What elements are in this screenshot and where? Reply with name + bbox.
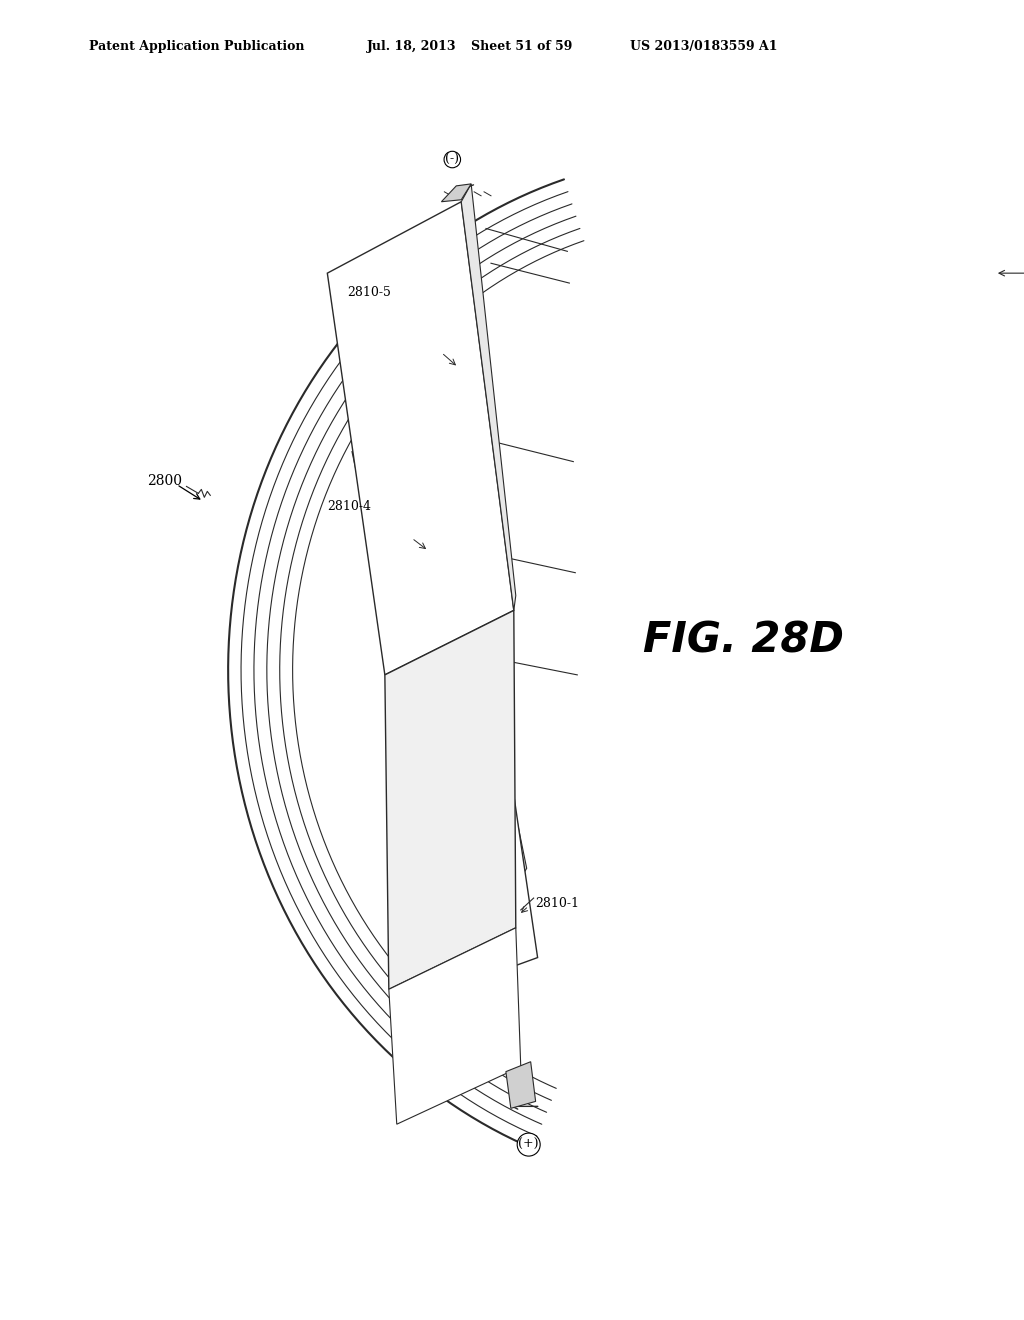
Text: 2800: 2800 — [146, 474, 182, 488]
Text: 2810-3: 2810-3 — [417, 684, 461, 696]
Polygon shape — [431, 397, 498, 700]
Text: (-): (-) — [445, 153, 460, 166]
Polygon shape — [385, 610, 516, 989]
Polygon shape — [441, 645, 521, 890]
Polygon shape — [396, 546, 504, 810]
Text: (+): (+) — [518, 1138, 539, 1151]
Text: US 2013/0183559 A1: US 2013/0183559 A1 — [630, 40, 777, 53]
Text: Patent Application Publication: Patent Application Publication — [89, 40, 305, 53]
Polygon shape — [352, 411, 490, 742]
Polygon shape — [473, 635, 526, 878]
Polygon shape — [480, 727, 538, 965]
Text: Jul. 18, 2013: Jul. 18, 2013 — [367, 40, 457, 53]
Text: Sheet 51 of 59: Sheet 51 of 59 — [471, 40, 572, 53]
Text: FIG. 28D: FIG. 28D — [643, 619, 845, 661]
Text: 2810-5: 2810-5 — [347, 286, 391, 300]
Text: 2810-4: 2810-4 — [328, 500, 372, 512]
Polygon shape — [461, 183, 516, 610]
Polygon shape — [389, 928, 521, 1125]
Polygon shape — [506, 1061, 536, 1109]
Polygon shape — [328, 202, 514, 675]
Polygon shape — [446, 535, 510, 789]
Text: 2810-2: 2810-2 — [452, 792, 496, 805]
Polygon shape — [441, 183, 471, 202]
Text: 2810-1: 2810-1 — [536, 896, 580, 909]
